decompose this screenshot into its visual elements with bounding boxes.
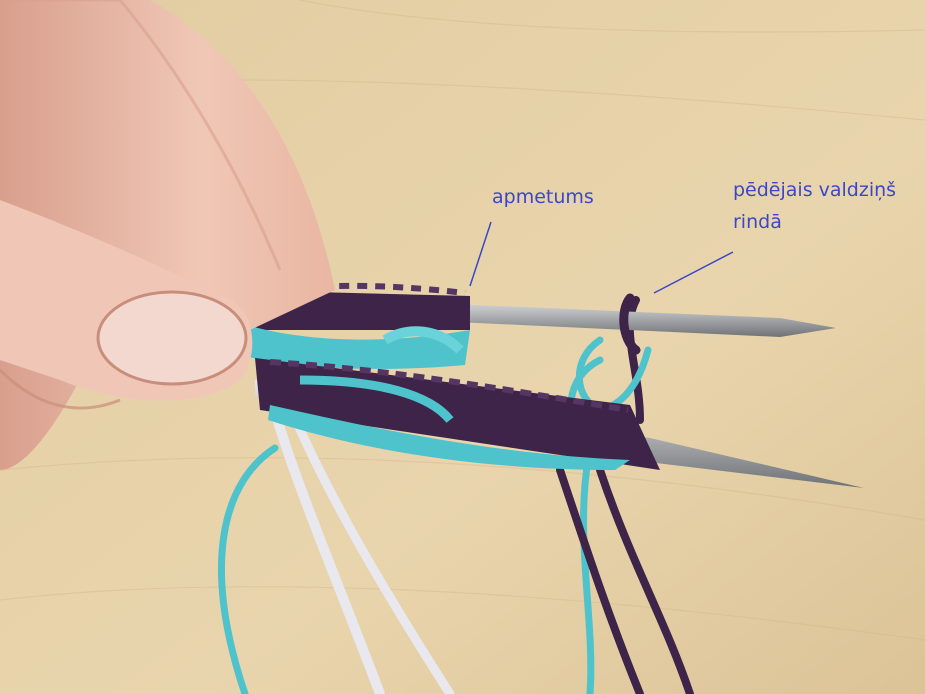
annotation-apmetums: apmetums bbox=[492, 186, 594, 208]
annotation-last-stitch-line1: pēdējais valdziņš bbox=[733, 179, 897, 201]
pointer-line-last-stitch bbox=[653, 251, 734, 294]
hand bbox=[0, 0, 335, 470]
annotation-last-stitch-line2: rindā bbox=[733, 211, 782, 233]
thumbnail bbox=[96, 290, 248, 386]
pointer-line-apmetums bbox=[469, 221, 492, 287]
lower-knitted-band bbox=[255, 358, 660, 470]
